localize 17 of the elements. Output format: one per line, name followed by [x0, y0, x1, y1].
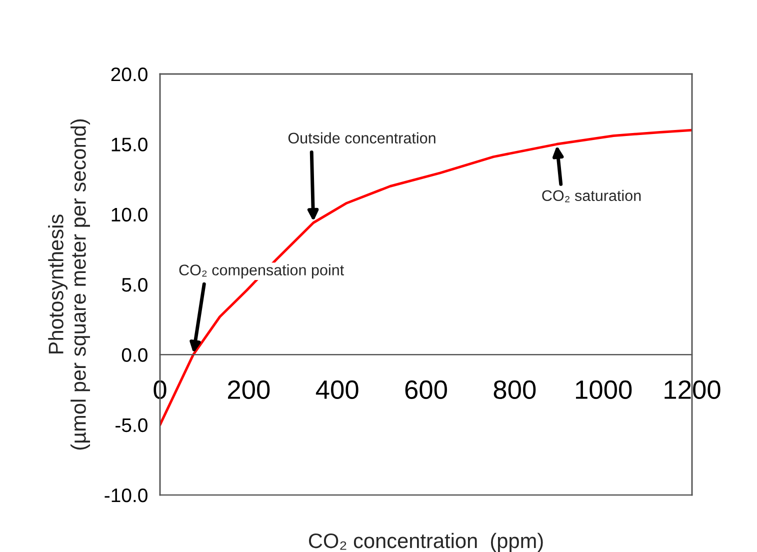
x-axis-title: CO₂ concentration (ppm) [308, 532, 543, 552]
y-tick-label: -5.0 [116, 418, 148, 432]
x-tick-label: 600 [405, 380, 447, 400]
annotation: CO₂ saturation [542, 190, 641, 202]
y-tick-label: 20.0 [111, 67, 148, 82]
x-tick-label: 400 [316, 380, 358, 400]
annotation: CO₂ compensation point [179, 264, 344, 278]
y-tick-label: 5.0 [122, 278, 148, 292]
x-tick-label: 200 [228, 380, 270, 400]
x-tick-label: 1000 [576, 380, 632, 400]
y-tick-label: -10.0 [104, 488, 148, 502]
annotation: Outside concentration [288, 132, 436, 144]
y-tick-label: 10.0 [112, 208, 148, 222]
x-tick-label: 800 [494, 380, 536, 400]
y-tick-label: 15.0 [112, 138, 148, 152]
y-tick-label: 0.0 [122, 348, 148, 362]
y-axis-title: Photosynthesis (µmol per square meter per second) [48, 119, 90, 450]
